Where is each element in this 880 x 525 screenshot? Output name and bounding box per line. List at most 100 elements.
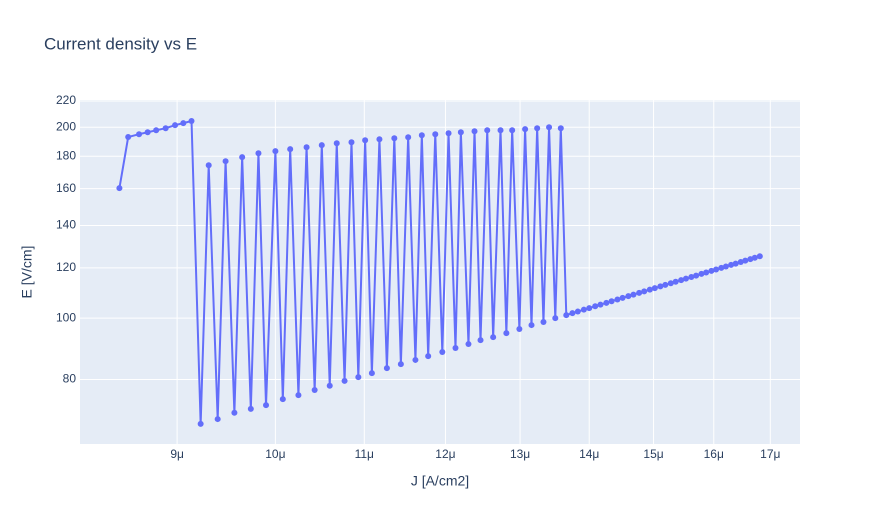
data-point: [603, 299, 610, 306]
data-point: [657, 283, 664, 290]
data-point: [586, 305, 593, 312]
data-point: [136, 131, 143, 138]
x-tick-label: 17μ: [760, 447, 780, 461]
data-point: [682, 275, 689, 282]
data-point: [630, 291, 637, 298]
data-point: [693, 272, 700, 279]
data-point: [516, 326, 523, 333]
data-point: [732, 260, 739, 267]
y-tick-label: 180: [56, 148, 76, 162]
data-point: [412, 356, 419, 363]
data-point: [651, 285, 658, 292]
x-tick-label: 11μ: [355, 447, 374, 461]
data-point: [295, 392, 302, 399]
data-point: [718, 264, 725, 271]
data-point: [557, 125, 564, 132]
data-point: [362, 137, 369, 144]
data-point: [153, 127, 160, 134]
data-point: [231, 409, 238, 416]
chart-title: Current density vs E: [44, 34, 197, 53]
data-point: [756, 253, 763, 260]
y-tick-label: 80: [63, 372, 77, 386]
data-point: [383, 365, 390, 372]
data-point: [188, 117, 195, 124]
x-tick-label: 14μ: [579, 447, 599, 461]
data-point: [439, 349, 446, 356]
data-point: [116, 185, 123, 192]
y-tick-label: 120: [56, 260, 76, 274]
data-point: [672, 278, 679, 285]
data-point: [445, 130, 452, 137]
data-point: [528, 322, 535, 329]
y-axis-title: E [V/cm]: [19, 246, 35, 299]
data-point: [534, 125, 541, 132]
x-tick-label: 12μ: [435, 447, 455, 461]
data-point: [722, 263, 729, 270]
x-tick-label: 15μ: [643, 447, 663, 461]
data-point: [432, 131, 439, 138]
data-point: [272, 148, 279, 155]
data-point: [737, 258, 744, 265]
x-tick-label: 13μ: [510, 447, 530, 461]
x-tick-label: 10μ: [265, 447, 285, 461]
data-point: [540, 318, 547, 325]
data-point: [326, 382, 333, 389]
data-point: [497, 127, 504, 134]
data-point: [452, 345, 459, 352]
data-point: [279, 396, 286, 403]
data-point: [465, 341, 472, 348]
data-point: [205, 162, 212, 169]
data-point: [311, 387, 318, 394]
data-point: [574, 308, 581, 315]
y-tick-label: 220: [56, 93, 76, 107]
data-point: [457, 129, 464, 136]
data-point: [391, 135, 398, 142]
data-point: [125, 134, 132, 141]
data-point: [471, 128, 478, 135]
data-point: [625, 293, 632, 300]
data-point: [214, 416, 221, 423]
data-point: [641, 288, 648, 295]
data-point: [348, 139, 355, 146]
data-point: [162, 125, 169, 132]
data-point: [592, 303, 599, 310]
data-point: [667, 280, 674, 287]
data-point: [144, 129, 151, 136]
data-point: [287, 146, 294, 153]
data-point: [614, 296, 621, 303]
data-point: [197, 420, 204, 427]
data-point: [263, 402, 270, 409]
data-point: [376, 136, 383, 143]
data-point: [728, 261, 735, 268]
data-point: [490, 334, 497, 341]
data-point: [477, 337, 484, 344]
data-point: [509, 127, 516, 134]
data-point: [355, 374, 362, 381]
data-point: [172, 122, 179, 129]
data-point: [425, 353, 432, 360]
data-point: [247, 405, 254, 412]
data-point: [698, 270, 705, 277]
data-point: [522, 126, 529, 133]
data-point: [678, 277, 685, 284]
data-point: [239, 154, 246, 161]
data-point: [751, 254, 758, 261]
data-point: [546, 124, 553, 131]
data-point: [619, 294, 626, 301]
x-tick-label: 16μ: [704, 447, 724, 461]
data-point: [569, 310, 576, 317]
data-point: [703, 269, 710, 276]
data-point: [405, 134, 412, 141]
y-tick-label: 140: [56, 218, 76, 232]
data-point: [608, 298, 615, 305]
data-point: [418, 132, 425, 139]
data-point: [484, 127, 491, 134]
data-point: [563, 312, 570, 319]
data-point: [742, 257, 749, 264]
data-point: [255, 150, 262, 157]
data-point: [597, 301, 604, 308]
y-tick-label: 200: [56, 119, 76, 133]
data-point: [708, 267, 715, 274]
data-point: [713, 266, 720, 273]
